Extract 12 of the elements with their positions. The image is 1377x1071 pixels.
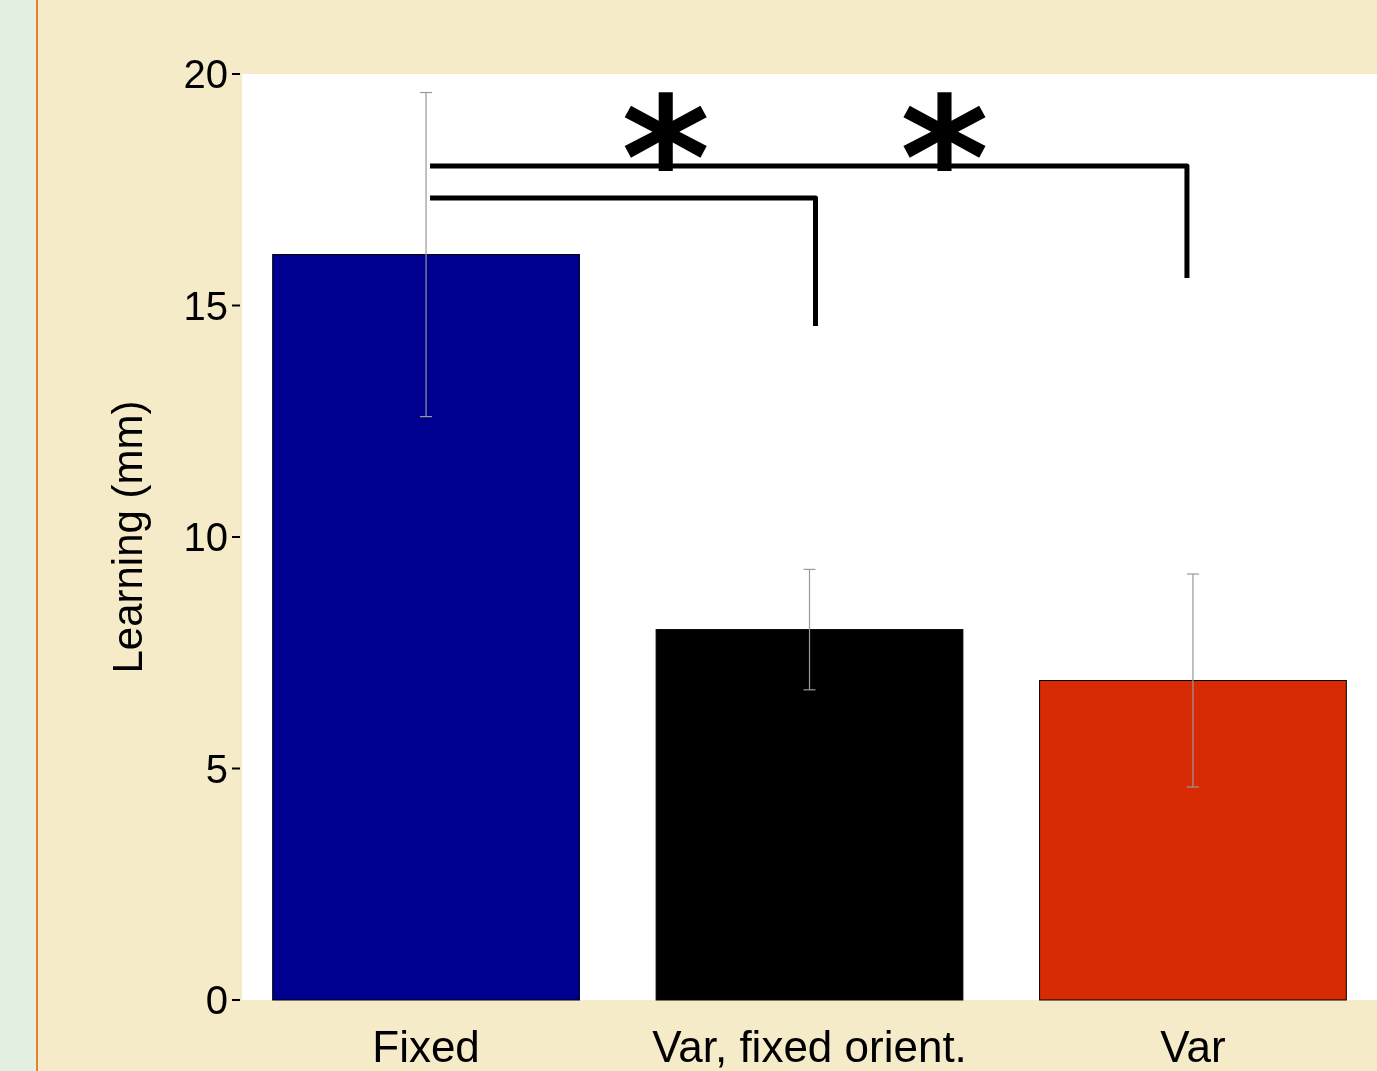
y-tick-label: 20: [183, 52, 228, 96]
bar: [272, 254, 580, 1001]
x-tick-label: Fixed: [372, 1022, 480, 1071]
x-tick-label: Var, fixed orient.: [652, 1022, 967, 1071]
y-tick-label: 15: [183, 283, 228, 328]
y-axis-title: Learning (mm): [104, 400, 151, 674]
y-tick-label: 0: [205, 978, 228, 1022]
bar: [655, 629, 964, 1001]
bar: [1039, 680, 1347, 1001]
x-tick-label: Var: [1160, 1022, 1226, 1071]
y-tick-label: 10: [183, 515, 228, 559]
y-tick-label: 5: [205, 746, 228, 791]
